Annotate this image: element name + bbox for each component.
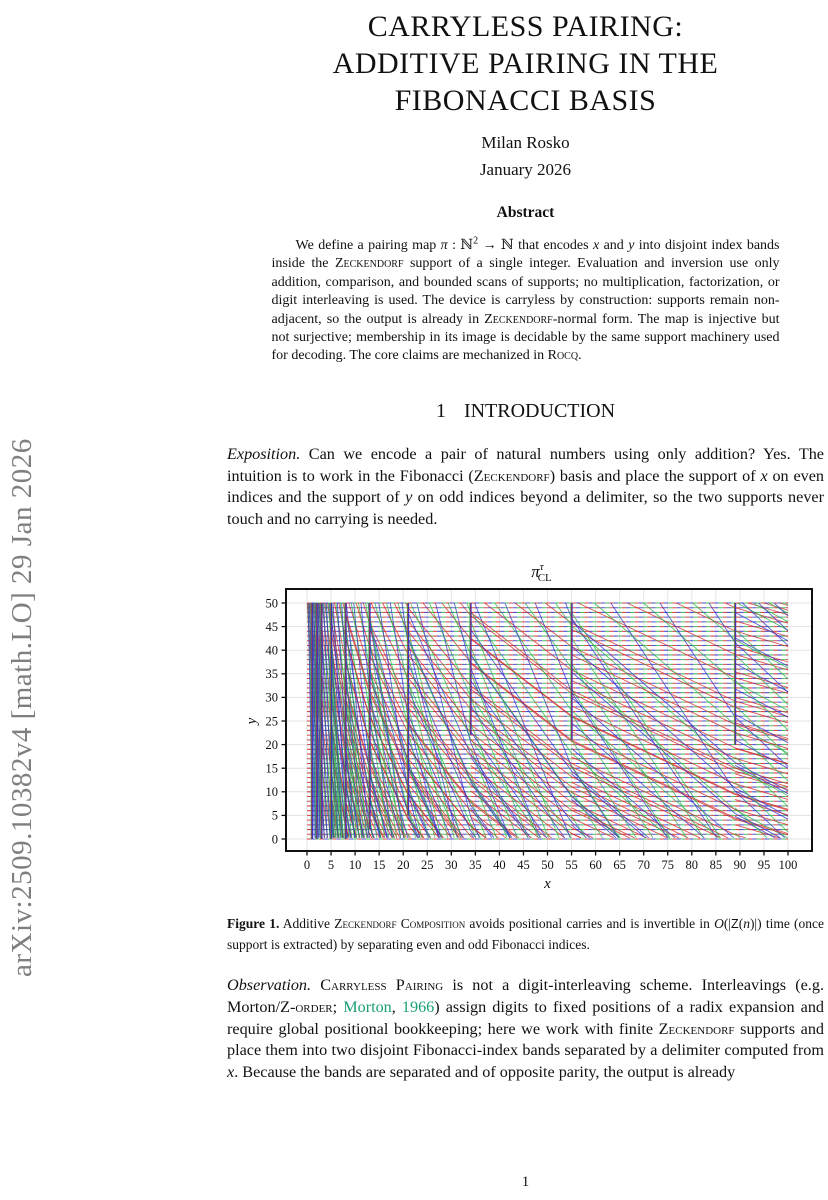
paper-page: CARRYLESS PAIRING: ADDITIVE PAIRING IN T… xyxy=(227,0,824,1084)
svg-text:y: y xyxy=(244,717,260,726)
page-number: 1 xyxy=(521,1174,530,1190)
svg-text:25: 25 xyxy=(266,714,279,728)
svg-text:75: 75 xyxy=(662,858,675,872)
svg-text:15: 15 xyxy=(266,762,279,776)
exposition-paragraph: Exposition. Can we encode a pair of natu… xyxy=(227,444,825,529)
svg-text:x: x xyxy=(543,876,551,892)
svg-text:65: 65 xyxy=(613,858,626,872)
title-line-1: CARRYLESS PAIRING: xyxy=(367,10,684,43)
svg-text:5: 5 xyxy=(272,809,278,823)
figure-1: 0 5 10 15 20 25 30 35 40 45 50 55 60 65 70 75 80 85 90 95 10… xyxy=(227,559,824,954)
observation-paragraph: Observation. Carryless Pairing is not a … xyxy=(227,976,825,1082)
svg-text:50: 50 xyxy=(541,858,554,872)
svg-text:5: 5 xyxy=(328,858,334,872)
arxiv-stamp: arXiv:2509.10382v4 [math.LO] 29 Jan 2026 xyxy=(6,438,38,977)
svg-text:95: 95 xyxy=(758,858,771,872)
title-line-3: FIBONACCI BASIS xyxy=(394,84,657,117)
section-title: INTRODUCTION xyxy=(463,399,616,422)
section-number: 1 xyxy=(435,399,446,422)
title-line-2: ADDITIVE PAIRING IN THE xyxy=(332,47,719,80)
svg-text:90: 90 xyxy=(734,858,747,872)
svg-text:70: 70 xyxy=(637,858,650,872)
svg-text:30: 30 xyxy=(266,691,279,705)
svg-text:55: 55 xyxy=(565,858,578,872)
svg-text:10: 10 xyxy=(266,785,279,799)
svg-text:10: 10 xyxy=(349,858,362,872)
abstract-heading: Abstract xyxy=(496,204,555,221)
svg-text:85: 85 xyxy=(710,858,723,872)
svg-text:35: 35 xyxy=(266,667,279,681)
svg-text:40: 40 xyxy=(266,644,279,658)
date: January 2026 xyxy=(479,160,572,179)
svg-text:80: 80 xyxy=(686,858,699,872)
svg-text:20: 20 xyxy=(397,858,410,872)
paper-title: CARRYLESS PAIRING: ADDITIVE PAIRING IN T… xyxy=(227,8,824,119)
svg-text:45: 45 xyxy=(517,858,530,872)
svg-text:0: 0 xyxy=(272,832,278,846)
svg-text:25: 25 xyxy=(421,858,434,872)
svg-text:15: 15 xyxy=(373,858,386,872)
svg-text:30: 30 xyxy=(445,858,458,872)
author: Milan Rosko xyxy=(481,133,570,152)
svg-text:0: 0 xyxy=(304,858,310,872)
pairing-plot: 0 5 10 15 20 25 30 35 40 45 50 55 60 65 70 75 80 85 90 95 10… xyxy=(244,561,813,892)
svg-text:20: 20 xyxy=(266,738,279,752)
svg-text:60: 60 xyxy=(589,858,602,872)
svg-text:35: 35 xyxy=(469,858,482,872)
svg-text:40: 40 xyxy=(493,858,506,872)
figure-caption: Figure 1. Additive Zeckendorf Compositio… xyxy=(227,916,825,952)
svg-text:50: 50 xyxy=(266,596,279,610)
svg-text:45: 45 xyxy=(266,620,279,634)
svg-text:100: 100 xyxy=(779,858,798,872)
abstract-text: We define a pairing map π : ℕ2 → ℕ that … xyxy=(271,235,780,364)
section-heading: 1 INTRODUCTION xyxy=(227,400,824,423)
